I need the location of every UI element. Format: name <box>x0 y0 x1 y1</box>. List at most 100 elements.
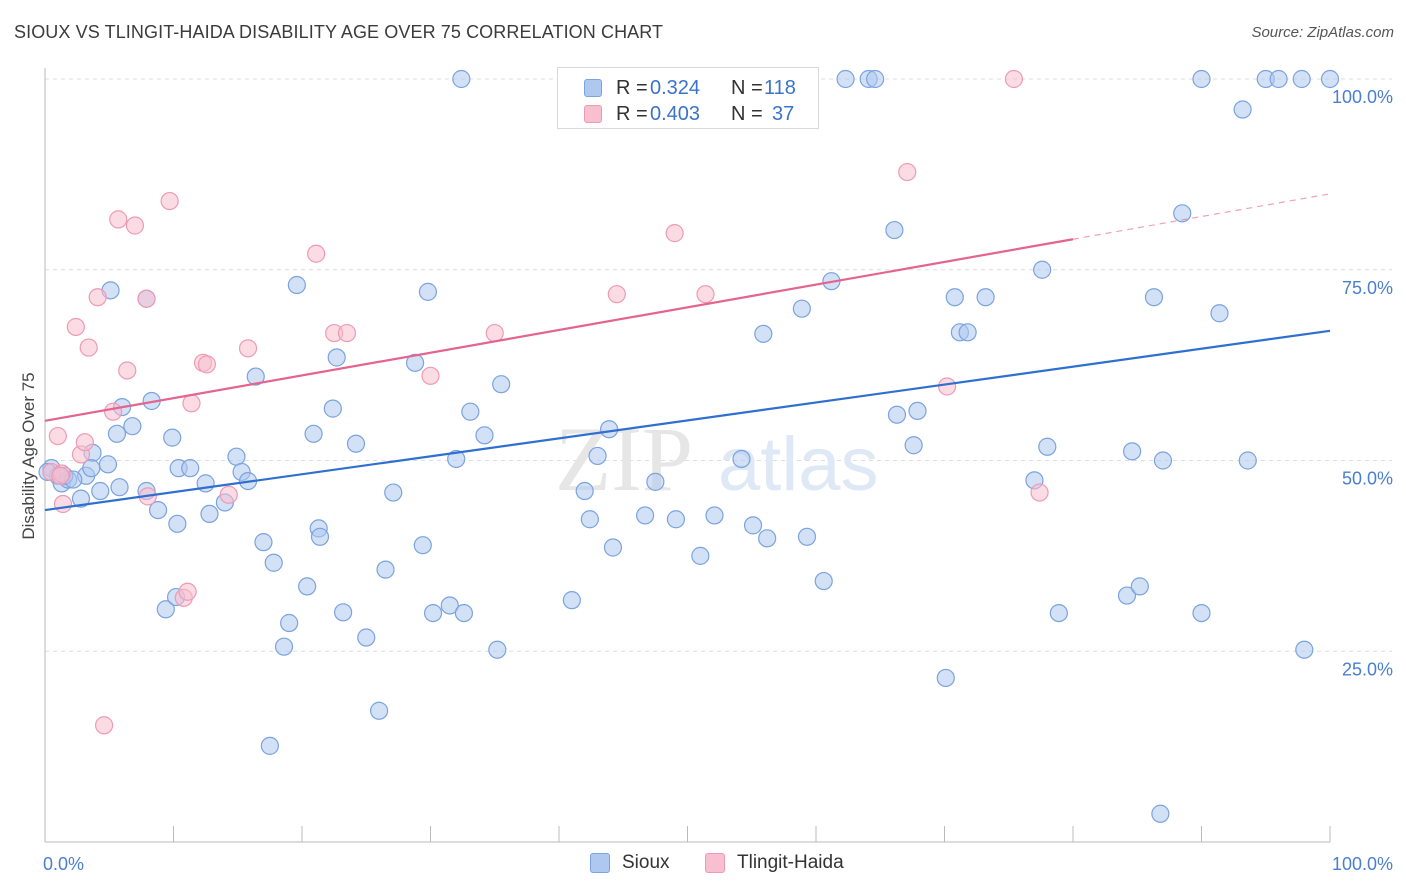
sioux-point <box>1049 603 1068 623</box>
tlingit-haida-point <box>88 288 107 307</box>
sioux-point <box>413 536 432 555</box>
sioux-point <box>346 434 366 453</box>
tlingit-haida-swatch <box>584 105 602 123</box>
r-label: R = <box>616 103 648 125</box>
sioux-point <box>260 736 279 755</box>
axis-labels: 25.0% 50.0% 75.0% 100.0% 0.0% 100.0% Disabilit… <box>19 87 1393 874</box>
sioux-point <box>310 527 330 546</box>
tlingit-haida-point <box>485 323 504 343</box>
sioux-point <box>492 375 511 394</box>
tlingit-haida-point <box>51 466 70 485</box>
tlingit-haida-point <box>104 402 123 421</box>
x-tick-label-min: 0.0% <box>43 854 84 874</box>
sioux-point <box>376 560 395 579</box>
watermark: ZIP atlas <box>555 408 879 510</box>
sioux-point <box>1210 304 1229 323</box>
tlingit-haida-legend-label: Tlingit-Haida <box>737 852 844 873</box>
tlingit-haida-point <box>1004 69 1023 89</box>
sioux-point <box>123 417 142 436</box>
y-tick-label: 25.0% <box>1342 659 1393 679</box>
legend-row-tlingit-haida: R = 0.403 N = 37 <box>558 101 818 127</box>
sioux-point <box>1123 442 1142 461</box>
trend-lines <box>44 193 1331 512</box>
sioux-point <box>792 299 811 318</box>
r-value-sioux: 0.324 <box>650 77 701 99</box>
tlingit-haida-point <box>1030 483 1049 502</box>
tlingit-haida-point <box>421 366 440 385</box>
sioux-point <box>635 506 655 525</box>
sioux-point <box>334 603 353 622</box>
chart-title: SIOUX VS TLINGIT-HAIDA DISABILITY AGE OV… <box>14 22 664 42</box>
sioux-point <box>562 591 581 610</box>
sioux-point <box>885 220 904 240</box>
sioux-point <box>98 455 118 474</box>
sioux-point <box>1233 100 1252 119</box>
sioux-point <box>887 405 907 424</box>
sioux-point <box>488 640 507 659</box>
sioux-point <box>1151 804 1170 823</box>
sioux-point <box>732 449 751 469</box>
sioux-legend-label: Sioux <box>622 852 670 873</box>
sioux-point <box>646 472 665 491</box>
tlingit-haida-point <box>607 285 626 304</box>
tlingit-haida-point <box>178 582 197 601</box>
sioux-point <box>200 504 219 524</box>
sioux-point <box>298 577 317 596</box>
sioux-point <box>866 69 885 89</box>
sioux-point <box>475 426 494 445</box>
sioux-point <box>323 399 342 418</box>
sioux-point <box>423 603 443 623</box>
sioux-point <box>1117 586 1137 605</box>
n-value-tlingit-haida: 37 <box>772 103 795 125</box>
sioux-point <box>1153 451 1173 470</box>
sioux-point <box>958 323 977 342</box>
y-axis-title: Disability Age Over 75 <box>19 372 38 539</box>
sioux-point <box>1238 451 1257 470</box>
sioux-point <box>454 603 474 623</box>
sioux-point <box>148 500 168 520</box>
tlingit-haida-point <box>66 317 85 337</box>
tlingit-haida-point <box>79 338 98 357</box>
tlingit-haida-trend-extension <box>1072 193 1331 240</box>
tlingit-haida-point <box>337 323 357 343</box>
sioux-trend-line <box>44 329 1331 512</box>
grid-lines <box>45 78 1392 652</box>
tlingit-haida-point <box>75 433 94 452</box>
sioux-point <box>814 571 833 591</box>
sioux-point <box>227 447 246 466</box>
y-tick-label: 75.0% <box>1342 278 1393 298</box>
tlingit-haida-point <box>137 289 156 308</box>
sioux-point <box>168 514 187 533</box>
sioux-point <box>575 481 594 501</box>
sioux-legend-swatch <box>590 853 610 873</box>
sioux-point <box>71 489 91 508</box>
sioux-point <box>1192 69 1211 89</box>
sioux-point <box>163 428 182 447</box>
tlingit-haida-trend-line <box>44 238 1074 422</box>
sioux-point <box>1192 603 1211 623</box>
sioux-point <box>274 637 294 656</box>
sioux-point <box>264 553 283 572</box>
sioux-point <box>304 424 323 443</box>
sioux-point <box>461 402 480 421</box>
sioux-point <box>1130 577 1149 596</box>
sioux-point <box>976 288 995 307</box>
sioux-point <box>370 701 389 720</box>
sioux-point <box>452 69 471 89</box>
sioux-point <box>418 282 438 301</box>
sioux-point <box>1144 288 1164 307</box>
tlingit-haida-point <box>665 224 684 243</box>
sioux-point <box>440 596 459 615</box>
sioux-swatch <box>584 79 602 97</box>
r-value-tlingit-haida: 0.403 <box>650 103 701 125</box>
correlation-legend: R = 0.324 N = 118 R = 0.403 N = 37 <box>557 67 819 129</box>
sioux-point <box>904 436 923 455</box>
sioux-point <box>945 288 964 307</box>
sioux-point <box>758 529 777 548</box>
sioux-point <box>110 478 129 497</box>
y-tick-label: 50.0% <box>1342 469 1393 489</box>
sioux-point <box>1038 437 1057 456</box>
sioux-point <box>1295 640 1314 659</box>
y-tick-label: 100.0% <box>1332 87 1393 107</box>
